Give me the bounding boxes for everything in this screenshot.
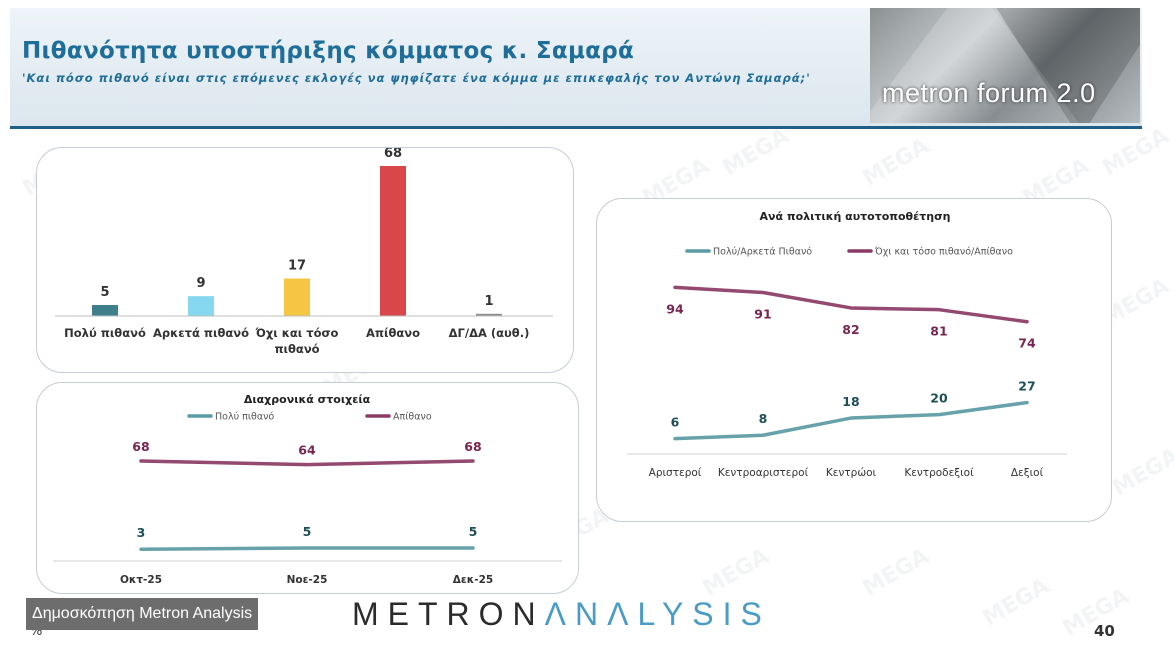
series-line xyxy=(139,546,475,551)
watermark-text: MEGA xyxy=(698,543,774,602)
data-label: 8 xyxy=(759,411,768,426)
metron-analysis-brand: METRONΛNΛLYSIS xyxy=(352,596,771,633)
logo-text: metron forum 2.0 xyxy=(882,78,1096,108)
bar-chart: 5 Πολύ πιθανό 9 Αρκετά πιθανό 17 Όχι και τόσο… xyxy=(55,146,553,356)
data-label: 3 xyxy=(137,525,146,540)
data-label: 20 xyxy=(930,391,948,406)
data-label: 74 xyxy=(1018,336,1036,351)
series-line xyxy=(139,459,475,467)
bar-4 xyxy=(380,166,406,316)
x-tick-label: Κεντροαριστεροί xyxy=(718,467,809,479)
data-label: 82 xyxy=(842,322,859,337)
x-tick-label: Νοε-25 xyxy=(287,574,328,586)
series-line xyxy=(673,285,1029,324)
ideology-chart-panel: Ανά πολιτική αυτοτοποθέτηση Πολύ/Αρκετά Π… xyxy=(596,198,1112,522)
series-line xyxy=(673,400,1029,441)
legend-label: Απίθανο xyxy=(393,412,432,423)
page-subtitle: 'Και πόσο πιθανό είναι στις επόμενες εκλ… xyxy=(22,71,811,85)
bar-category-label: Απίθανο xyxy=(366,326,420,340)
watermark-text: MEGA xyxy=(858,133,934,192)
bar-value-label: 9 xyxy=(196,276,205,291)
bar-value-label: 5 xyxy=(100,285,109,300)
bar-chart-panel: 5 Πολύ πιθανό 9 Αρκετά πιθανό 17 Όχι και τόσο… xyxy=(36,146,574,373)
legend-label: Πολύ/Αρκετά Πιθανό xyxy=(713,247,812,258)
page-number: 40 xyxy=(1094,622,1115,640)
bar-1 xyxy=(92,304,118,316)
data-label: 68 xyxy=(464,439,481,454)
data-label: 91 xyxy=(754,306,771,321)
chart-title: Ανά πολιτική αυτοτοποθέτηση xyxy=(759,210,950,223)
page-title: Πιθανότητα υποστήριξης κόμματος κ. Σαμαρ… xyxy=(22,38,635,64)
watermark-text: MEGA xyxy=(718,123,794,182)
x-tick-label: Κεντρώοι xyxy=(826,467,877,479)
bar-3 xyxy=(284,278,310,316)
data-label: 81 xyxy=(930,324,947,339)
chart-title: Διαχρονικά στοιχεία xyxy=(244,393,371,406)
trend-line-chart: Διαχρονικά στοιχεία Πολύ πιθανό Απίθανο 3 5 5… xyxy=(53,393,562,586)
poll-source-badge: Δημοσκόπηση Metron Analysis xyxy=(26,598,259,630)
watermark-text: MEGA xyxy=(1108,443,1174,502)
data-label: 94 xyxy=(666,301,684,316)
watermark-text: MEGA xyxy=(1098,123,1174,182)
bar-value-label: 1 xyxy=(484,294,493,309)
x-tick-label: Αριστεροί xyxy=(649,467,702,479)
watermark-text: MEGA xyxy=(858,543,934,602)
legend-label: Πολύ πιθανό xyxy=(215,412,274,423)
data-label: 64 xyxy=(298,443,316,458)
brand-part-2: ΛNΛLYSIS xyxy=(544,596,771,632)
trend-chart-panel: Διαχρονικά στοιχεία Πολύ πιθανό Απίθανο 3 5 5… xyxy=(36,382,579,594)
metron-forum-logo: metron forum 2.0 xyxy=(870,8,1140,123)
bar-value-label: 17 xyxy=(288,259,306,274)
bar-value-label: 68 xyxy=(384,148,402,161)
data-label: 5 xyxy=(303,524,312,539)
ideology-line-chart: Ανά πολιτική αυτοτοποθέτηση Πολύ/Αρκετά Π… xyxy=(627,210,1067,479)
bar-category-label: Αρκετά πιθανό xyxy=(153,326,249,340)
bar-5 xyxy=(476,313,502,316)
data-label: 5 xyxy=(469,524,478,539)
legend-label: Όχι και τόσο πιθανό/Απίθανο xyxy=(874,247,1013,258)
x-tick-label: Δεκ-25 xyxy=(453,574,493,586)
watermark-text: MEGA xyxy=(978,573,1054,632)
data-label: 27 xyxy=(1018,379,1035,394)
x-tick-label: Κεντροδεξιοί xyxy=(904,467,974,479)
x-tick-label: Δεξιοί xyxy=(1011,467,1044,479)
bar-category-label: Πολύ πιθανό xyxy=(64,326,146,340)
bar-category-label: ΔΓ/ΔΑ (αυθ.) xyxy=(449,326,530,340)
data-label: 18 xyxy=(842,394,859,409)
header-banner: Πιθανότητα υποστήριξης κόμματος κ. Σαμαρ… xyxy=(10,8,1142,129)
data-label: 6 xyxy=(671,415,680,430)
data-label: 68 xyxy=(132,439,149,454)
brand-part-1: METRON xyxy=(352,596,545,632)
bar-category-label: Όχι και τόσο xyxy=(255,326,339,340)
x-tick-label: Οκτ-25 xyxy=(120,574,162,586)
bar-category-label: πιθανό xyxy=(274,342,319,356)
bar-2 xyxy=(188,296,214,316)
